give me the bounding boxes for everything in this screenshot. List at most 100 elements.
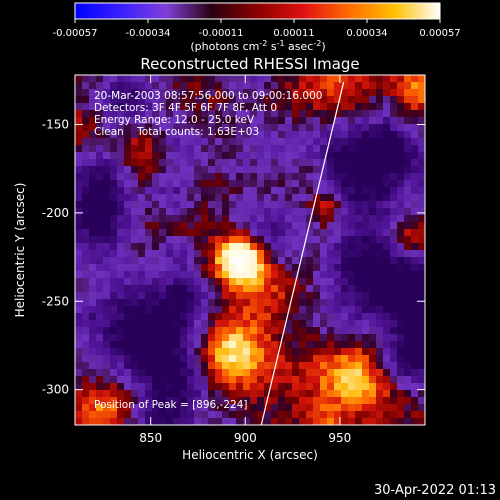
heatmap-cell xyxy=(236,390,244,398)
heatmap-cell xyxy=(110,124,118,132)
heatmap-cell xyxy=(334,131,342,139)
heatmap-cell xyxy=(313,187,321,195)
heatmap-cell xyxy=(89,222,97,230)
heatmap-cell xyxy=(299,124,307,132)
heatmap-cell xyxy=(131,257,139,265)
heatmap-cell xyxy=(334,369,342,377)
heatmap-cell xyxy=(292,341,300,349)
heatmap-cell xyxy=(383,285,391,293)
heatmap-cell xyxy=(208,110,216,118)
heatmap-cell xyxy=(236,110,244,118)
heatmap-cell xyxy=(313,397,321,405)
heatmap-cell xyxy=(215,320,223,328)
heatmap-cell xyxy=(187,201,195,209)
heatmap-cell xyxy=(334,145,342,153)
x-tick-label: 900 xyxy=(234,431,257,445)
heatmap-cell xyxy=(103,264,111,272)
heatmap-cell xyxy=(243,348,251,356)
heatmap-cell xyxy=(341,313,349,321)
heatmap-cell xyxy=(418,278,425,286)
heatmap-cell xyxy=(376,215,384,223)
heatmap-cell xyxy=(285,299,293,307)
heatmap-cell xyxy=(166,166,174,174)
heatmap-cell xyxy=(180,75,188,83)
heatmap-cell xyxy=(362,278,370,286)
heatmap-cell xyxy=(299,292,307,300)
heatmap-cell xyxy=(145,166,153,174)
heatmap-cell xyxy=(397,159,405,167)
heatmap-cell xyxy=(187,131,195,139)
heatmap-cell xyxy=(82,180,90,188)
heatmap-cell xyxy=(152,306,160,314)
heatmap-cell xyxy=(355,264,363,272)
heatmap-cell xyxy=(418,110,425,118)
heatmap-cell xyxy=(131,243,139,251)
heatmap-cell xyxy=(404,411,412,419)
heatmap-cell xyxy=(201,411,209,419)
heatmap-cell xyxy=(411,131,419,139)
heatmap-cell xyxy=(376,285,384,293)
heatmap-cell xyxy=(292,103,300,111)
heatmap-cell xyxy=(369,236,377,244)
heatmap-cell xyxy=(292,75,300,83)
heatmap-cell xyxy=(75,166,83,174)
heatmap-cell xyxy=(215,215,223,223)
heatmap-cell xyxy=(411,292,419,300)
heatmap-cell xyxy=(110,348,118,356)
heatmap-cell xyxy=(152,285,160,293)
heatmap-cell xyxy=(320,229,328,237)
heatmap-cell xyxy=(334,159,342,167)
heatmap-cell xyxy=(278,390,286,398)
heatmap-cell xyxy=(278,152,286,160)
heatmap-cell xyxy=(292,306,300,314)
heatmap-cell xyxy=(271,250,279,258)
heatmap-cell xyxy=(82,131,90,139)
heatmap-cell xyxy=(152,334,160,342)
heatmap-cell xyxy=(264,334,272,342)
heatmap-cell xyxy=(376,411,384,419)
heatmap-cell xyxy=(103,285,111,293)
heatmap-cell xyxy=(397,250,405,258)
heatmap-cell xyxy=(369,173,377,181)
heatmap-cell xyxy=(201,418,209,425)
heatmap-cell xyxy=(320,390,328,398)
heatmap-cell xyxy=(96,138,104,146)
heatmap-cell xyxy=(166,243,174,251)
heatmap-cell xyxy=(229,376,237,384)
heatmap-cell xyxy=(376,117,384,125)
solar-limb-line xyxy=(260,81,345,425)
heatmap-cell xyxy=(173,166,181,174)
heatmap-cell xyxy=(278,327,286,335)
heatmap-cell xyxy=(271,362,279,370)
heatmap-cell xyxy=(250,201,258,209)
heatmap-cell xyxy=(285,348,293,356)
heatmap-cell xyxy=(264,138,272,146)
info-line-detectors: Detectors: 3F 4F 5F 6F 7F 8F, Att 0 xyxy=(94,102,277,114)
heatmap-cell xyxy=(355,138,363,146)
heatmap-cell xyxy=(348,124,356,132)
heatmap-cell xyxy=(166,145,174,153)
heatmap-cell xyxy=(96,131,104,139)
heatmap-cell xyxy=(229,264,237,272)
heatmap-cell xyxy=(369,166,377,174)
heatmap-cell xyxy=(96,117,104,125)
heatmap-cell xyxy=(166,103,174,111)
heatmap-cell xyxy=(173,243,181,251)
heatmap-cell xyxy=(222,159,230,167)
heatmap-cell xyxy=(390,418,398,425)
heatmap-cell xyxy=(285,145,293,153)
heatmap-cell xyxy=(96,250,104,258)
heatmap-cell xyxy=(257,117,265,125)
heatmap-cell xyxy=(152,383,160,391)
heatmap-cell xyxy=(89,194,97,202)
heatmap-cell xyxy=(152,404,160,412)
heatmap-cell xyxy=(145,194,153,202)
heatmap-cell xyxy=(355,327,363,335)
heatmap-cell xyxy=(180,117,188,125)
heatmap-cell xyxy=(89,173,97,181)
heatmap-cell xyxy=(96,215,104,223)
heatmap-cell xyxy=(243,215,251,223)
heatmap-cell xyxy=(208,250,216,258)
heatmap-cell xyxy=(124,341,132,349)
heatmap-cell xyxy=(397,313,405,321)
